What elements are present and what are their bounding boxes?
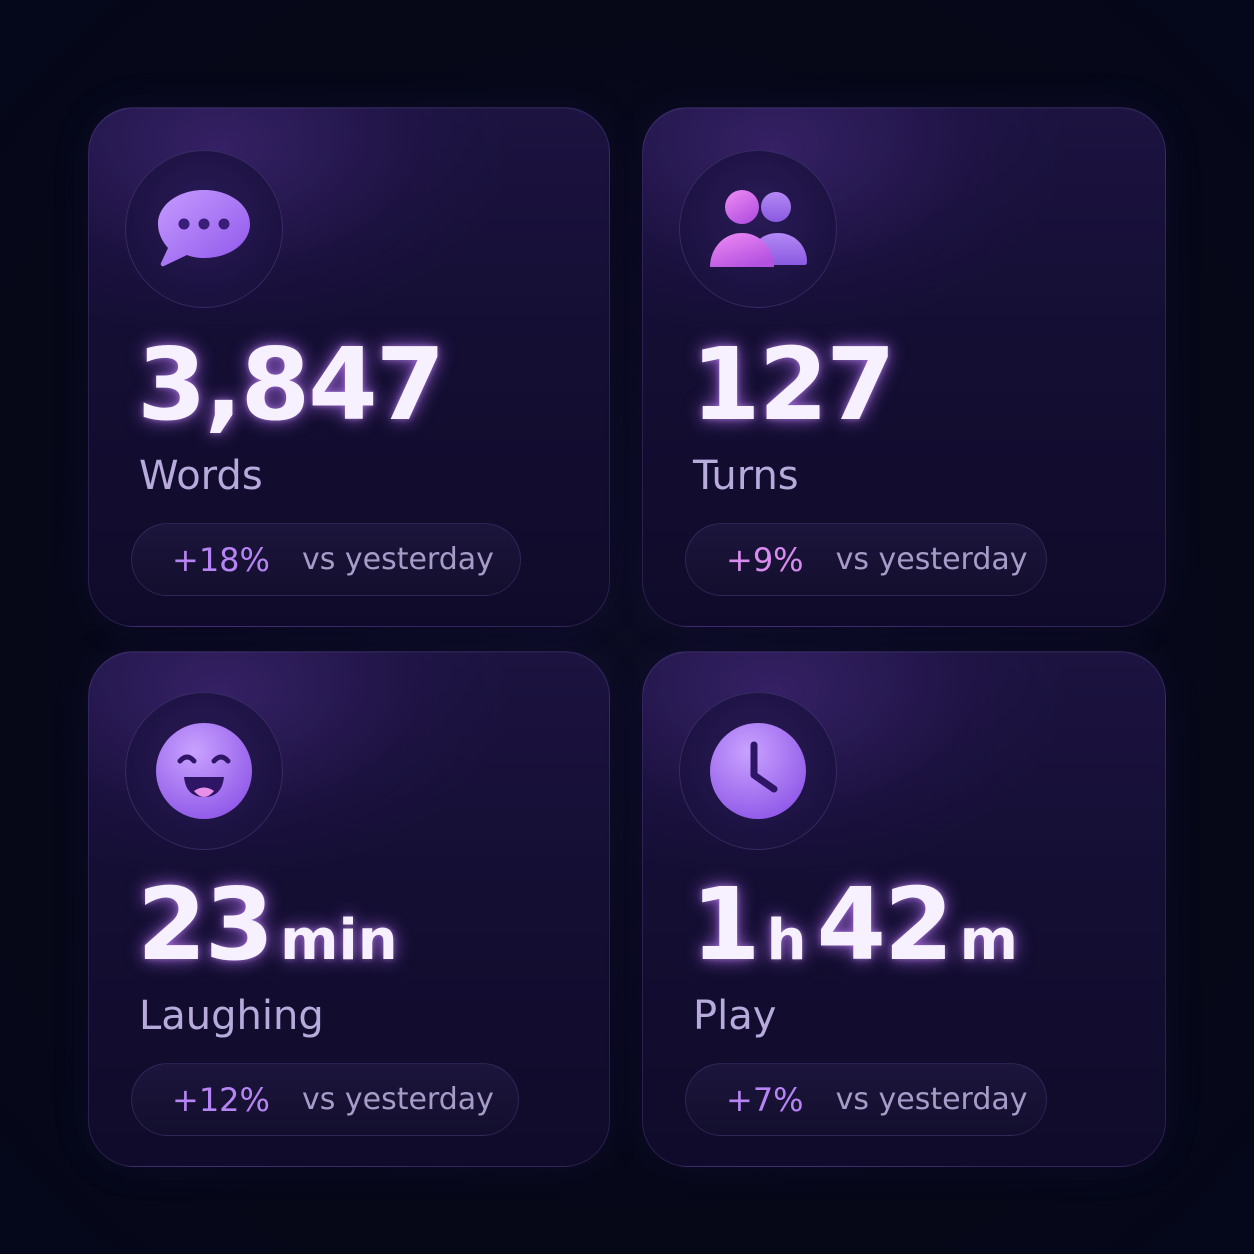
turns-comparison: vs yesterday	[835, 542, 1028, 577]
turns-delta: +9%	[726, 540, 804, 579]
play-label: Play	[693, 993, 777, 1039]
play-hours-unit: h	[766, 908, 807, 973]
turns-label: Turns	[693, 453, 799, 499]
words-label: Words	[139, 453, 263, 499]
play-comparison: vs yesterday	[835, 1082, 1028, 1117]
clock-icon	[710, 723, 806, 819]
play-minutes: 42	[816, 866, 953, 983]
play-value: 1 h 42 m	[691, 870, 1028, 980]
turns-value: 127	[691, 326, 896, 443]
stat-card-laughing: 23 min Laughing +12% vs yesterday	[88, 651, 610, 1167]
clock-icon-badge	[679, 692, 837, 850]
stat-card-play: 1 h 42 m Play +7% vs yesterday	[642, 651, 1166, 1167]
laughing-label: Laughing	[139, 993, 324, 1039]
laughing-value: 23 min	[137, 870, 408, 980]
words-value: 3,847	[137, 326, 445, 443]
laughing-change-badge: +12% vs yesterday	[131, 1063, 519, 1136]
words-change-badge: +18% vs yesterday	[131, 523, 521, 596]
turns-change-badge: +9% vs yesterday	[685, 523, 1047, 596]
play-minutes-unit: m	[959, 908, 1018, 973]
words-delta: +18%	[172, 540, 270, 579]
play-change-badge: +7% vs yesterday	[685, 1063, 1047, 1136]
words-comparison: vs yesterday	[301, 542, 494, 577]
laughing-face-icon-badge	[125, 692, 283, 850]
people-icon	[710, 190, 807, 267]
people-icon-badge	[679, 150, 837, 308]
play-delta: +7%	[726, 1080, 804, 1119]
laughing-comparison: vs yesterday	[301, 1082, 494, 1117]
play-hours: 1	[691, 866, 761, 983]
stat-card-words: 3,847 Words +18% vs yesterday	[88, 107, 610, 627]
speech-bubble-icon	[158, 190, 250, 267]
speech-bubble-icon-badge	[125, 150, 283, 308]
laughing-delta: +12%	[172, 1080, 270, 1119]
laughing-face-icon	[156, 723, 252, 819]
laughing-unit: min	[280, 908, 398, 973]
stat-card-turns: 127 Turns +9% vs yesterday	[642, 107, 1166, 627]
